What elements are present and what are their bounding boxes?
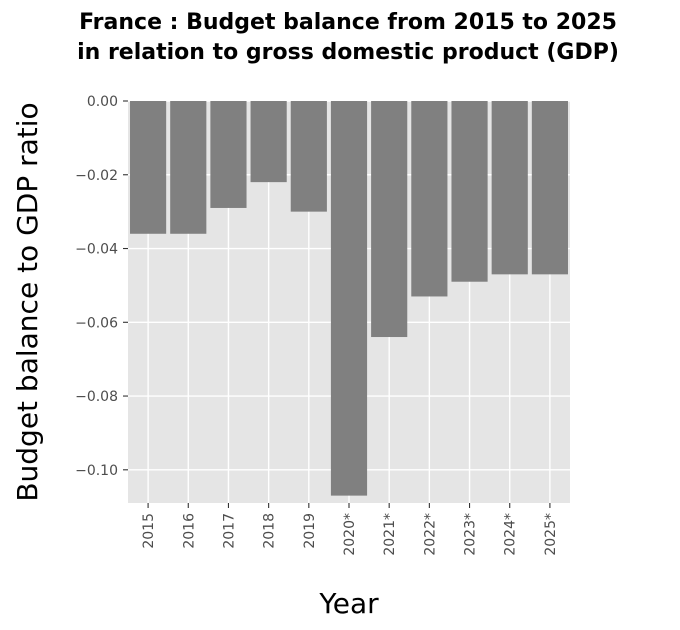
x-tick-label: 2025* — [543, 513, 559, 556]
x-axis-title: Year — [318, 587, 379, 620]
bar-2023-projected — [451, 101, 488, 282]
x-tick-label: 2022* — [422, 513, 438, 556]
y-tick-label: −0.06 — [75, 315, 118, 331]
y-tick-label: −0.02 — [75, 168, 118, 184]
x-axis: 2015 2016 2017 2018 2019 2020* 2021* 2022* 2023*… — [141, 503, 559, 556]
x-tick-label: 2024* — [503, 513, 519, 556]
y-tick-label: −0.08 — [75, 389, 118, 405]
bar-2022-projected — [411, 101, 448, 297]
x-tick-label: 2016 — [181, 513, 197, 549]
x-tick-label: 2021* — [382, 513, 398, 556]
bar-2024-projected — [491, 101, 528, 275]
bar-2016 — [170, 101, 207, 234]
y-tick-label: −0.04 — [75, 242, 118, 258]
x-tick-label: 2018 — [262, 513, 278, 549]
bar-2021-projected — [371, 101, 408, 338]
bar-2018 — [250, 101, 287, 183]
bar-2020-projected — [330, 101, 368, 496]
x-tick-label: 2015 — [141, 513, 157, 549]
y-tick-label: −0.10 — [75, 463, 118, 479]
x-tick-label: 2017 — [221, 513, 237, 549]
bar-2017 — [210, 101, 247, 208]
chart-title-line-2: in relation to gross domestic product (G… — [77, 40, 619, 65]
bar-2019 — [290, 101, 327, 212]
y-tick-label: 0.00 — [87, 94, 118, 110]
chart-title-line-1: France : Budget balance from 2015 to 202… — [79, 10, 617, 35]
x-tick-label: 2019 — [302, 513, 318, 549]
bar-2025-projected — [531, 101, 568, 275]
x-tick-label: 2020* — [342, 513, 358, 556]
y-axis-title: Budget balance to GDP ratio — [11, 102, 44, 501]
x-tick-label: 2023* — [463, 513, 479, 556]
bar-2015 — [130, 101, 167, 234]
bars — [130, 101, 568, 496]
y-axis: 0.00 −0.02 −0.04 −0.06 −0.08 −0.10 — [75, 94, 128, 479]
